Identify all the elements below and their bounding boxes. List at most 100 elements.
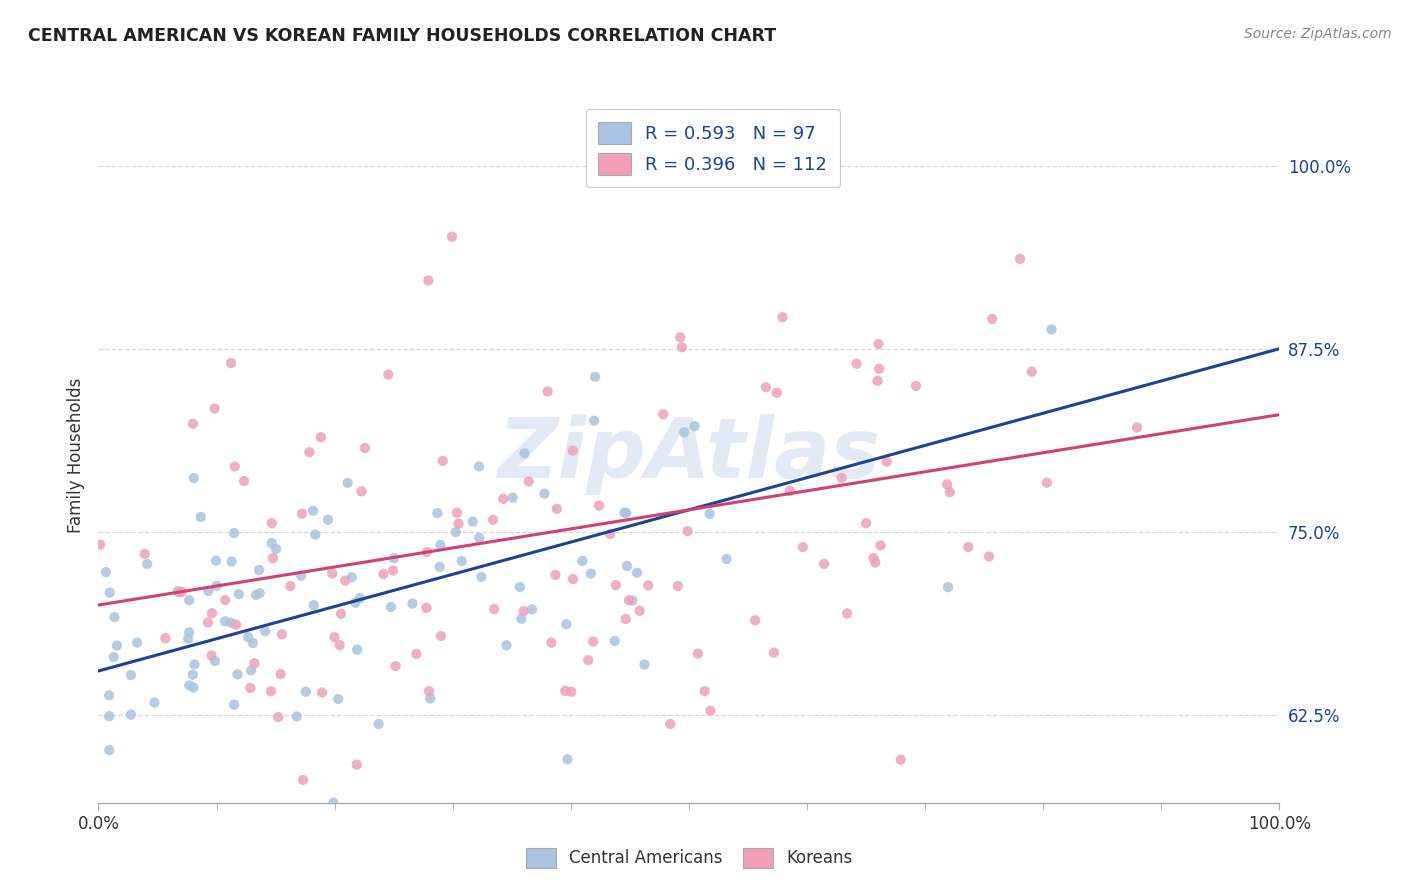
Point [267, 710, 290, 724]
Point [382, 564, 405, 578]
Point [204, 401, 226, 416]
Point [617, 593, 640, 607]
Point [1036, 475, 1059, 490]
Point [633, 657, 655, 672]
Point [693, 684, 716, 698]
Point [270, 667, 292, 681]
Point [155, 631, 177, 645]
Point [659, 717, 682, 731]
Point [582, 634, 605, 648]
Point [862, 551, 884, 566]
Point [346, 757, 368, 772]
Point [495, 638, 517, 652]
Point [260, 536, 283, 550]
Point [311, 685, 333, 699]
Point [546, 501, 568, 516]
Point [510, 612, 533, 626]
Point [98, 585, 121, 599]
Point [340, 570, 363, 584]
Point [509, 580, 531, 594]
Point [309, 430, 332, 444]
Point [628, 604, 651, 618]
Point [866, 374, 889, 388]
Point [291, 507, 314, 521]
Point [613, 506, 636, 520]
Point [890, 753, 912, 767]
Point [181, 667, 204, 681]
Point [614, 506, 637, 520]
Point [865, 556, 887, 570]
Point [166, 584, 188, 599]
Point [676, 524, 699, 538]
Point [560, 684, 582, 698]
Point [616, 558, 638, 573]
Point [177, 632, 200, 646]
Point [264, 541, 287, 556]
Point [419, 691, 441, 706]
Point [450, 554, 472, 568]
Point [468, 531, 491, 545]
Point [699, 704, 721, 718]
Point [346, 642, 368, 657]
Point [222, 698, 245, 712]
Point [765, 385, 787, 400]
Point [415, 600, 437, 615]
Point [169, 585, 191, 599]
Point [183, 681, 205, 695]
Point [686, 647, 709, 661]
Point [583, 369, 606, 384]
Point [249, 586, 271, 600]
Point [224, 459, 246, 474]
Point [579, 566, 602, 581]
Point [468, 459, 491, 474]
Point [554, 684, 576, 698]
Point [540, 635, 562, 649]
Point [120, 707, 142, 722]
Point [571, 554, 593, 568]
Legend: Central Americans, Koreans: Central Americans, Koreans [516, 838, 862, 878]
Point [290, 569, 312, 583]
Point [330, 607, 353, 621]
Point [225, 617, 247, 632]
Point [239, 681, 262, 695]
Point [1010, 252, 1032, 266]
Point [416, 545, 439, 559]
Point [536, 384, 558, 399]
Point [240, 664, 263, 678]
Point [143, 696, 166, 710]
Point [197, 615, 219, 630]
Point [280, 579, 302, 593]
Point [183, 471, 205, 485]
Point [716, 552, 738, 566]
Point [792, 540, 814, 554]
Point [243, 657, 266, 671]
Point [492, 491, 515, 506]
Point [316, 513, 339, 527]
Point [544, 567, 567, 582]
Point [981, 312, 1004, 326]
Point [181, 417, 204, 431]
Point [588, 499, 610, 513]
Point [626, 566, 648, 580]
Point [432, 454, 454, 468]
Point [599, 526, 621, 541]
Point [384, 659, 406, 673]
Point [350, 484, 373, 499]
Point [868, 337, 890, 351]
Text: ZipAtlas: ZipAtlas [498, 415, 880, 495]
Point [226, 667, 249, 681]
Point [285, 709, 308, 723]
Point [205, 579, 228, 593]
Point [260, 516, 283, 531]
Point [461, 515, 484, 529]
Point [321, 566, 343, 581]
Point [470, 570, 492, 584]
Point [614, 612, 637, 626]
Point [221, 554, 243, 568]
Point [328, 692, 350, 706]
Point [242, 636, 264, 650]
Point [329, 638, 352, 652]
Point [219, 615, 242, 630]
Point [380, 599, 402, 614]
Point [562, 572, 585, 586]
